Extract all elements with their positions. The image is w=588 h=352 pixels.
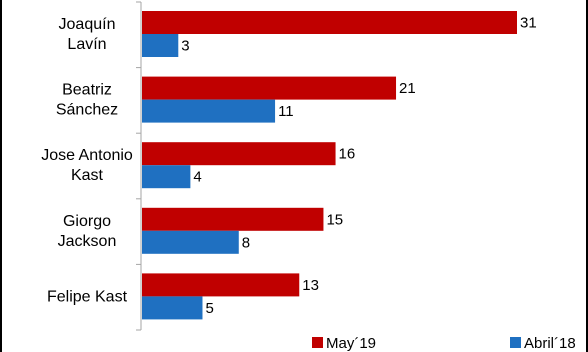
category-label: Kast	[71, 167, 104, 184]
category-label: Joaquín	[59, 16, 116, 33]
value-label: 11	[278, 103, 294, 120]
value-label: 21	[399, 80, 416, 97]
category-label: Beatriz	[62, 82, 112, 99]
bar-abril18-0	[142, 34, 179, 57]
legend-label-abril18: Abril´18	[524, 335, 576, 352]
bar-abril18-2	[142, 165, 191, 189]
value-label: 15	[326, 211, 343, 228]
value-label: 31	[520, 15, 537, 32]
legend-label-may19: May´19	[326, 335, 376, 352]
category-label: Giorgo	[63, 213, 111, 230]
legend-swatch-may19	[312, 337, 323, 348]
category-label: Sánchez	[56, 102, 118, 119]
bar-may19-1	[142, 76, 397, 100]
value-label: 13	[302, 277, 319, 294]
bar-may19-3	[142, 207, 324, 231]
bar-abril18-3	[142, 230, 239, 254]
bar-may19-4	[142, 273, 300, 297]
legend-swatch-abril18	[510, 337, 521, 348]
value-label: 16	[339, 146, 356, 163]
category-label: Jackson	[58, 233, 117, 250]
category-label: Lavín	[67, 36, 106, 53]
value-label: 4	[193, 169, 201, 186]
category-label: Felipe Kast	[47, 288, 128, 305]
bar-may19-2	[142, 142, 336, 166]
value-label: 8	[242, 234, 250, 251]
category-label: Jose Antonio	[41, 147, 133, 164]
bar-abril18-1	[142, 99, 276, 123]
value-label: 3	[181, 38, 189, 55]
bar-abril18-4	[142, 296, 203, 320]
bar-may19-0	[142, 11, 517, 34]
value-label: 5	[205, 300, 213, 317]
